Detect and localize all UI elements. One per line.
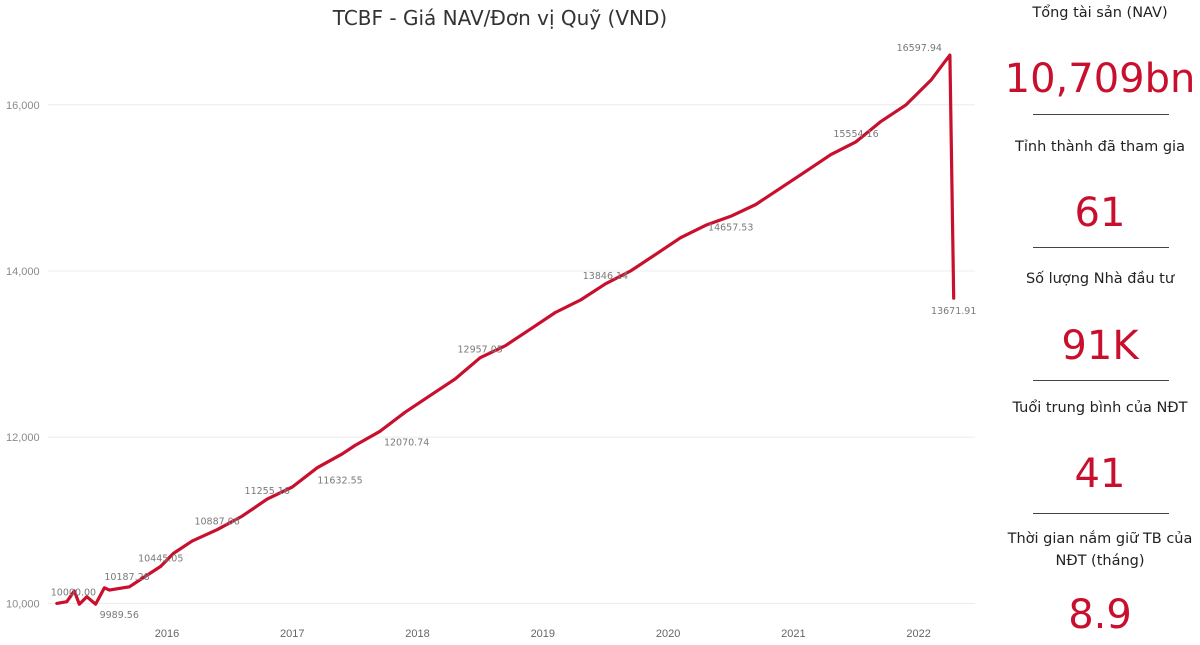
data-label: 10887.06 [194, 517, 239, 528]
data-label: 15554.16 [833, 129, 878, 140]
divider [1033, 513, 1169, 514]
x-tick-label: 2022 [906, 628, 930, 640]
data-label: 12957.05 [458, 345, 503, 356]
stats-panel: Tổng tài sản (NAV) 10,709bn Tỉnh thành đ… [1000, 0, 1200, 645]
y-tick-label: 14,000 [6, 266, 40, 278]
nav-line-chart: 10,000 12,000 14,000 16,000 2016 2017 2018 2019… [6, 43, 976, 640]
data-label: 10445.05 [138, 553, 183, 564]
stat-label-average-age: Tuổi trung bình của NĐT [1012, 400, 1188, 416]
data-label: 10187.28 [104, 572, 149, 583]
stat-label-holding-time: Thời gian nắm giữ TB của NĐT (tháng) [1007, 531, 1193, 569]
chart-title: TCBF - Giá NAV/Đơn vị Quỹ (VND) [332, 6, 668, 30]
x-tick-label: 2021 [781, 628, 805, 640]
stat-label-total-assets: Tổng tài sản (NAV) [1032, 5, 1168, 21]
stat-label-investors: Số lượng Nhà đầu tư [1025, 271, 1175, 287]
stat-label-provinces: Tỉnh thành đã tham gia [1015, 139, 1185, 155]
y-tick-label: 16,000 [6, 100, 40, 112]
stat-value-average-age: 41 [1074, 451, 1126, 497]
data-label: 11255.16 [245, 486, 290, 497]
divider [1033, 380, 1169, 381]
data-label: 10000.00 [51, 587, 96, 598]
x-tick-label: 2019 [531, 628, 555, 640]
stat-value-provinces: 61 [1074, 190, 1126, 236]
data-label: 9989.56 [100, 610, 139, 621]
x-tick-label: 2017 [280, 628, 304, 640]
x-tick-label: 2016 [155, 628, 179, 640]
data-label: 13846.14 [583, 271, 628, 282]
x-tick-label: 2020 [656, 628, 680, 640]
y-tick-label: 10,000 [6, 598, 40, 610]
y-tick-label: 12,000 [6, 432, 40, 444]
divider [1033, 247, 1169, 248]
stat-value-total-assets: 10,709bn [1004, 56, 1196, 102]
x-tick-label: 2018 [405, 628, 429, 640]
data-label: 11632.55 [317, 476, 362, 487]
divider [1033, 114, 1169, 115]
nav-series-line [55, 53, 956, 606]
data-label: 14657.53 [708, 222, 753, 233]
data-label: 12070.74 [384, 437, 429, 448]
data-label: 16597.94 [897, 43, 942, 54]
stat-value-investors: 91K [1061, 323, 1139, 369]
data-label: 13671.91 [931, 306, 976, 317]
stat-value-holding-time: 8.9 [1068, 592, 1132, 638]
